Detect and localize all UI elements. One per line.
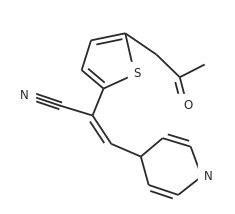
Text: N: N	[204, 170, 212, 183]
Text: S: S	[133, 67, 141, 80]
Text: N: N	[20, 89, 29, 102]
Text: O: O	[183, 99, 192, 112]
